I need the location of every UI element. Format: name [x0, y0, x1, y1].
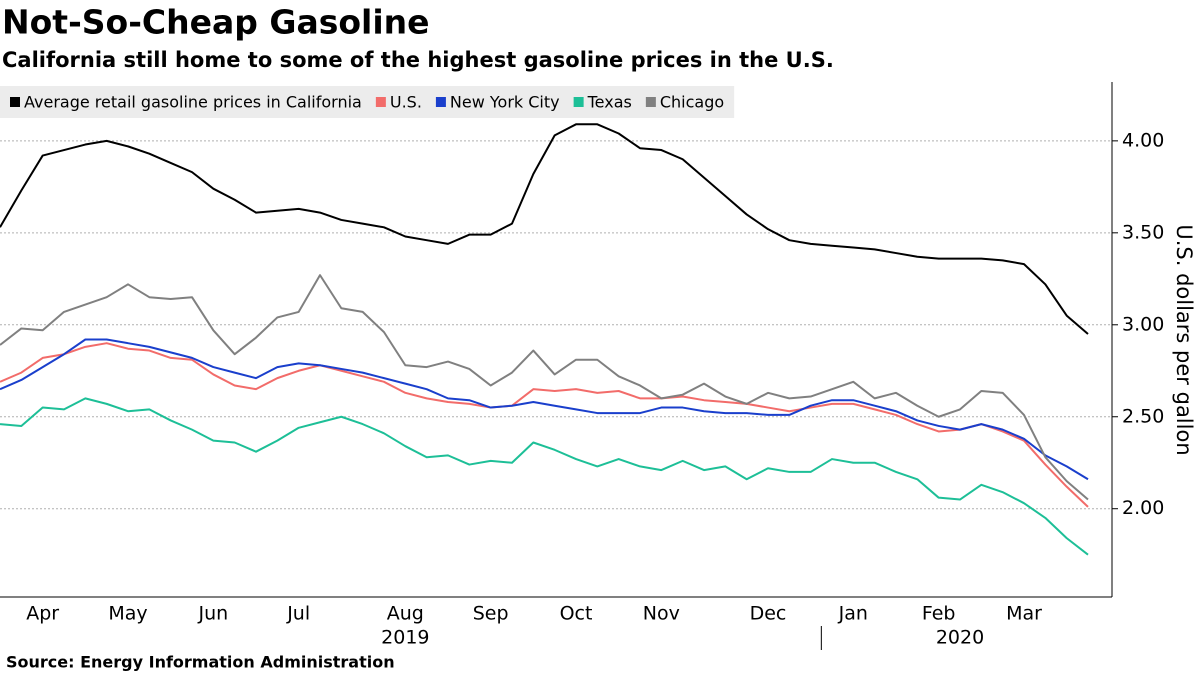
legend-swatch — [573, 97, 584, 107]
series-line — [0, 397, 1089, 556]
x-group-label: 2020 — [936, 627, 984, 649]
x-tick-label: Sep — [473, 603, 509, 625]
y-tick-label: 3.50 — [1122, 221, 1164, 243]
legend-swatch — [645, 97, 656, 107]
legend-swatch — [375, 97, 386, 107]
series-line — [0, 338, 1089, 481]
x-tick-label: Apr — [26, 603, 59, 625]
x-tick-label: May — [108, 603, 147, 625]
x-tick-label: Aug — [387, 603, 424, 625]
y-tick-label: 2.00 — [1122, 497, 1164, 519]
y-tick-label: 4.00 — [1122, 129, 1164, 151]
source: Source: Energy Information Administratio… — [6, 653, 395, 672]
x-tick-label: Oct — [560, 603, 593, 625]
series-line — [0, 342, 1089, 508]
y-tick-label: 2.50 — [1122, 405, 1164, 427]
x-group-label: 2019 — [381, 627, 429, 649]
x-tick-label: Dec — [750, 603, 787, 625]
x-tick-label: Jul — [286, 603, 310, 625]
legend-label: Average retail gasoline prices in Califo… — [24, 93, 362, 112]
y-axis-label: U.S. dollars per gallon — [1172, 224, 1196, 455]
x-tick-label: Nov — [643, 603, 680, 625]
legend-label: Chicago — [660, 93, 724, 112]
legend-background — [0, 86, 735, 118]
series-line — [0, 274, 1089, 501]
y-tick-label: 3.00 — [1122, 313, 1164, 335]
x-tick-label: Feb — [922, 603, 956, 625]
x-tick-label: Jan — [838, 603, 868, 625]
x-tick-label: Jun — [197, 603, 228, 625]
chart-subtitle: California still home to some of the hig… — [2, 48, 834, 72]
legend-swatch — [435, 97, 446, 107]
legend: Average retail gasoline prices in Califo… — [0, 86, 735, 118]
legend-label: Texas — [587, 93, 632, 112]
x-tick-label: Mar — [1006, 603, 1042, 625]
series-line — [0, 123, 1089, 335]
legend-swatch — [10, 97, 20, 107]
legend-label: U.S. — [390, 93, 422, 112]
chart-title: Not-So-Cheap Gasoline — [2, 3, 430, 42]
legend-label: New York City — [450, 93, 560, 112]
